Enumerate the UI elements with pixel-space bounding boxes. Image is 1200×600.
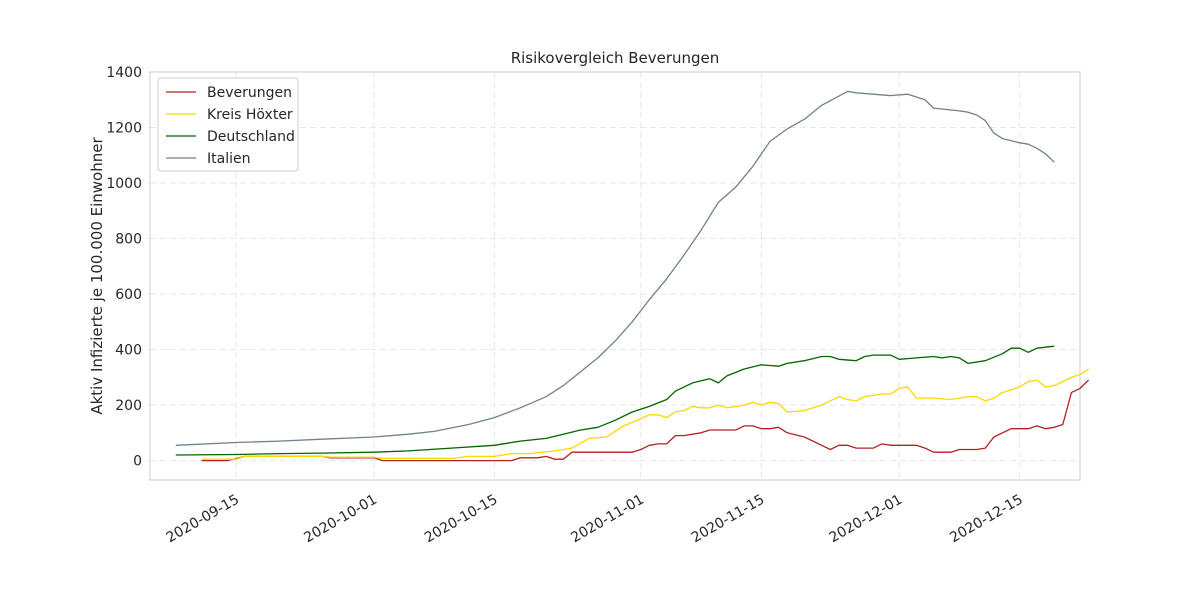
y-tick-label: 400	[115, 343, 142, 359]
grid	[150, 71, 1080, 480]
y-tick-label: 0	[133, 454, 142, 470]
legend-label: Kreis Höxter	[207, 107, 293, 123]
y-tick-label: 1400	[106, 65, 142, 81]
legend: Beverungen Kreis Höxter Deutschland Italien	[157, 77, 299, 172]
x-tick-label: 2020-11-15	[689, 492, 767, 547]
chart-title: Risikovergleich Beverungen	[511, 49, 720, 67]
legend-label: Italien	[207, 151, 250, 167]
y-tick-label: 1200	[106, 121, 142, 137]
y-tick-label: 600	[115, 287, 142, 303]
y-axis-title: Aktiv Infizierte je 100.000 Einwohner	[88, 137, 106, 415]
series-line-beverungen	[201, 379, 1090, 462]
plot-area	[149, 71, 1081, 481]
y-axis-ticks: 0 200 400 600 800 1000 1200 1400	[106, 65, 142, 470]
series-line-italien	[175, 90, 1055, 446]
y-tick-label: 200	[115, 398, 142, 414]
legend-label: Deutschland	[207, 129, 295, 145]
y-tick-label: 800	[115, 232, 142, 248]
x-tick-label: 2020-11-01	[568, 492, 646, 547]
legend-box	[157, 77, 299, 172]
x-tick-label: 2020-09-15	[164, 492, 242, 547]
series-lines	[175, 90, 1090, 462]
legend-label: Beverungen	[207, 85, 292, 101]
x-tick-label: 2020-12-01	[827, 492, 905, 547]
x-tick-label: 2020-10-15	[422, 492, 500, 547]
y-tick-label: 1000	[106, 176, 142, 192]
x-tick-label: 2020-12-15	[947, 492, 1025, 547]
x-axis-ticks: 2020-09-15 2020-10-01 2020-10-15 2020-11-01…	[164, 492, 1026, 547]
x-tick-label: 2020-10-01	[301, 492, 379, 547]
series-line-kreis-h-xter	[201, 368, 1089, 460]
series-line-deutschland	[175, 345, 1055, 456]
